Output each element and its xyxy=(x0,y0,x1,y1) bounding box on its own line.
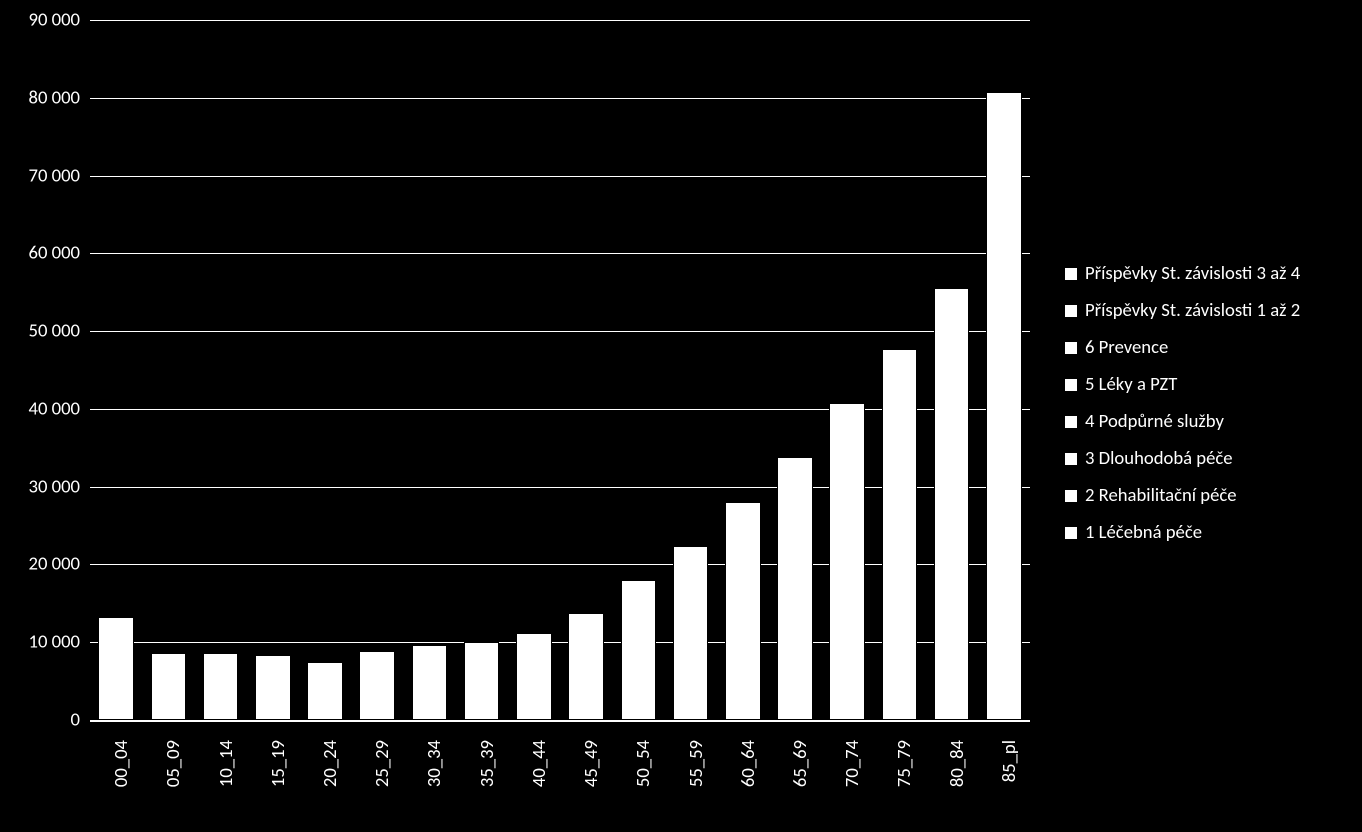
legend-marker-icon xyxy=(1065,379,1077,391)
x-tick-label: 20_24 xyxy=(319,740,342,787)
x-tick-label: 35_39 xyxy=(476,740,499,787)
bar xyxy=(986,92,1022,720)
legend: Příspěvky St. závislosti 3 až 4 Příspěvky… xyxy=(1065,262,1300,558)
y-tick-label: 90 000 xyxy=(29,9,91,32)
bar xyxy=(516,633,552,720)
legend-label: 4 Podpůrné služby xyxy=(1085,410,1224,433)
legend-label: Příspěvky St. závislosti 3 až 4 xyxy=(1085,262,1300,285)
bar xyxy=(934,288,970,720)
legend-marker-icon xyxy=(1065,416,1077,428)
x-tick-label: 30_34 xyxy=(423,740,446,787)
legend-marker-icon xyxy=(1065,342,1077,354)
legend-item: 4 Podpůrné služby xyxy=(1065,410,1300,433)
x-tick-label: 25_29 xyxy=(371,740,394,787)
x-tick-label: 60_64 xyxy=(737,740,760,787)
y-tick-label: 30 000 xyxy=(29,475,91,498)
x-tick-label: 15_19 xyxy=(267,740,290,787)
bar xyxy=(568,613,604,720)
legend-item: 5 Léky a PZT xyxy=(1065,373,1300,396)
legend-item: 2 Rehabilitační péče xyxy=(1065,484,1300,507)
legend-label: Příspěvky St. závislosti 1 až 2 xyxy=(1085,299,1300,322)
legend-marker-icon xyxy=(1065,527,1077,539)
plot-area: 010 00020 00030 00040 00050 00060 00070 … xyxy=(90,20,1030,720)
y-tick-label: 20 000 xyxy=(29,553,91,576)
x-tick-label: 50_54 xyxy=(632,740,655,787)
y-tick-label: 70 000 xyxy=(29,164,91,187)
legend-label: 1 Léčebná péče xyxy=(1085,521,1202,544)
bar xyxy=(98,617,134,720)
legend-item: 6 Prevence xyxy=(1065,336,1300,359)
x-tick-label: 65_69 xyxy=(789,740,812,787)
x-tick-label: 40_44 xyxy=(528,740,551,787)
legend-label: 2 Rehabilitační péče xyxy=(1085,484,1237,507)
y-tick-label: 60 000 xyxy=(29,242,91,265)
x-tick-label: 85_pl xyxy=(998,740,1021,782)
legend-label: 3 Dlouhodobá péče xyxy=(1085,447,1233,470)
legend-label: 6 Prevence xyxy=(1085,336,1168,359)
legend-item: 3 Dlouhodobá péče xyxy=(1065,447,1300,470)
chart-container: 0 10 000 20 000 30 000 40 000 50 000 60 000 70 … xyxy=(0,0,1362,832)
bar xyxy=(412,645,448,720)
x-tick-label: 10_14 xyxy=(215,740,238,787)
y-tick-label: 10 000 xyxy=(29,631,91,654)
x-tick-label: 55_59 xyxy=(685,740,708,787)
bar xyxy=(203,653,239,720)
bar xyxy=(829,403,865,720)
legend-item: Příspěvky St. závislosti 3 až 4 xyxy=(1065,262,1300,285)
y-tick-label: 40 000 xyxy=(29,397,91,420)
x-tick-label: 05_09 xyxy=(162,740,185,787)
gridline xyxy=(90,253,1030,254)
x-tick-label: 80_84 xyxy=(946,740,969,787)
gridline xyxy=(90,331,1030,332)
y-tick-label: 50 000 xyxy=(29,320,91,343)
bar xyxy=(359,651,395,720)
gridline xyxy=(90,176,1030,177)
legend-item: Příspěvky St. závislosti 1 až 2 xyxy=(1065,299,1300,322)
legend-marker-icon xyxy=(1065,490,1077,502)
legend-marker-icon xyxy=(1065,453,1077,465)
bar xyxy=(621,580,657,720)
bar xyxy=(255,655,291,720)
x-tick-label: 00_04 xyxy=(110,740,133,787)
legend-marker-icon xyxy=(1065,305,1077,317)
bar xyxy=(777,457,813,720)
legend-label: 5 Léky a PZT xyxy=(1085,373,1177,396)
bar xyxy=(464,642,500,720)
gridline xyxy=(90,98,1030,99)
x-tick-label: 45_49 xyxy=(580,740,603,787)
bar xyxy=(151,653,187,720)
bar xyxy=(882,349,918,720)
x-tick-label: 75_79 xyxy=(893,740,916,787)
legend-marker-icon xyxy=(1065,268,1077,280)
y-tick-label: 80 000 xyxy=(29,86,91,109)
gridline xyxy=(90,720,1030,722)
bar xyxy=(673,546,709,720)
gridline xyxy=(90,20,1030,21)
y-tick-label: 0 xyxy=(71,709,90,732)
bar xyxy=(725,502,761,720)
legend-item: 1 Léčebná péče xyxy=(1065,521,1300,544)
bar xyxy=(307,662,343,720)
x-tick-label: 70_74 xyxy=(841,740,864,787)
